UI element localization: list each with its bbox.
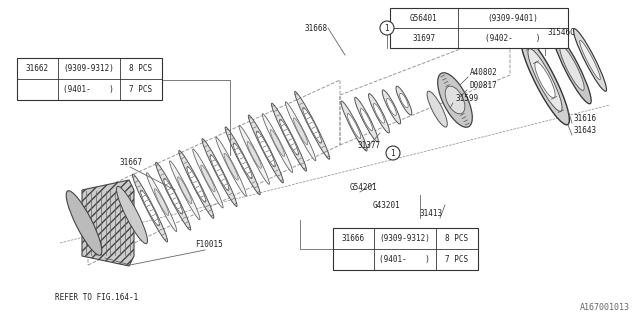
Ellipse shape: [341, 101, 367, 151]
Ellipse shape: [116, 186, 147, 244]
Ellipse shape: [147, 173, 177, 232]
Text: (9309-9401): (9309-9401): [488, 13, 538, 22]
Polygon shape: [82, 180, 134, 266]
Ellipse shape: [257, 131, 275, 167]
Text: 1: 1: [385, 23, 389, 33]
Ellipse shape: [187, 166, 205, 202]
Ellipse shape: [355, 97, 378, 142]
Ellipse shape: [178, 177, 192, 204]
Ellipse shape: [271, 103, 307, 171]
Ellipse shape: [387, 98, 396, 116]
Text: 31643: 31643: [573, 125, 596, 134]
Text: F10015: F10015: [195, 239, 223, 249]
Text: 31662: 31662: [26, 64, 49, 73]
Ellipse shape: [154, 189, 169, 215]
Ellipse shape: [66, 191, 102, 255]
Ellipse shape: [210, 155, 229, 190]
Circle shape: [386, 146, 400, 160]
Ellipse shape: [280, 119, 298, 155]
Ellipse shape: [224, 153, 238, 180]
Ellipse shape: [535, 62, 555, 98]
Ellipse shape: [248, 115, 284, 183]
Text: REFER TO FIG.164-1: REFER TO FIG.164-1: [55, 293, 138, 302]
Text: 31599: 31599: [455, 93, 478, 102]
Ellipse shape: [193, 149, 223, 208]
Ellipse shape: [399, 93, 408, 108]
Ellipse shape: [573, 29, 607, 91]
Ellipse shape: [348, 114, 361, 139]
Text: 31668: 31668: [305, 23, 328, 33]
Text: 31666: 31666: [342, 234, 365, 243]
Ellipse shape: [528, 49, 562, 111]
Ellipse shape: [382, 90, 401, 124]
FancyBboxPatch shape: [333, 228, 478, 270]
Ellipse shape: [270, 130, 285, 156]
Text: A167001013: A167001013: [580, 303, 630, 312]
Text: 31697: 31697: [412, 34, 435, 43]
Ellipse shape: [294, 92, 330, 159]
Ellipse shape: [445, 86, 465, 114]
Ellipse shape: [179, 150, 214, 218]
Ellipse shape: [438, 73, 472, 127]
Ellipse shape: [374, 103, 385, 123]
Ellipse shape: [369, 94, 389, 133]
Ellipse shape: [396, 86, 412, 115]
Ellipse shape: [262, 114, 292, 172]
Ellipse shape: [360, 108, 372, 131]
Ellipse shape: [156, 162, 191, 230]
Ellipse shape: [247, 141, 261, 168]
Text: A40802: A40802: [470, 68, 498, 76]
Text: 31413: 31413: [420, 209, 443, 218]
Ellipse shape: [170, 161, 200, 220]
Ellipse shape: [285, 102, 316, 161]
Ellipse shape: [202, 139, 237, 206]
Ellipse shape: [216, 137, 246, 196]
Ellipse shape: [303, 108, 321, 143]
Ellipse shape: [239, 125, 269, 184]
Text: G56401: G56401: [410, 13, 438, 22]
Ellipse shape: [141, 190, 159, 226]
Text: 8 PCS: 8 PCS: [129, 64, 152, 73]
Ellipse shape: [560, 46, 584, 90]
Circle shape: [380, 21, 394, 35]
Text: 1: 1: [390, 148, 396, 157]
Ellipse shape: [164, 178, 182, 214]
Text: 7 PCS: 7 PCS: [445, 255, 468, 264]
Text: 31616: 31616: [573, 114, 596, 123]
Text: 7 PCS: 7 PCS: [129, 85, 152, 94]
Ellipse shape: [201, 165, 215, 192]
FancyBboxPatch shape: [390, 8, 568, 48]
Text: 8 PCS: 8 PCS: [445, 234, 468, 243]
Ellipse shape: [132, 174, 168, 242]
Ellipse shape: [294, 118, 308, 145]
Text: (9309-9312): (9309-9312): [63, 64, 114, 73]
Text: 31377: 31377: [357, 140, 380, 149]
Text: D00817: D00817: [470, 81, 498, 90]
Text: (9401-    ): (9401- ): [380, 255, 430, 264]
Ellipse shape: [233, 143, 252, 179]
Ellipse shape: [553, 32, 591, 104]
Ellipse shape: [225, 127, 260, 195]
Text: G54201: G54201: [350, 182, 378, 191]
Ellipse shape: [520, 35, 570, 125]
Ellipse shape: [427, 91, 447, 127]
Ellipse shape: [580, 40, 600, 80]
Text: (9401-    ): (9401- ): [63, 85, 114, 94]
Text: 31667: 31667: [120, 157, 143, 166]
Text: G43201: G43201: [373, 201, 401, 210]
Text: (9309-9312): (9309-9312): [380, 234, 430, 243]
FancyBboxPatch shape: [17, 58, 162, 100]
Text: (9402-     ): (9402- ): [485, 34, 541, 43]
Text: 31546C: 31546C: [548, 28, 576, 36]
